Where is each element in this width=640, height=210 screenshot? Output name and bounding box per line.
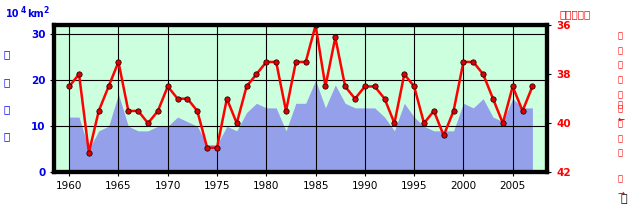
Point bbox=[291, 60, 301, 64]
Text: ←: ← bbox=[618, 115, 625, 124]
Point bbox=[498, 122, 508, 125]
Point bbox=[310, 24, 321, 27]
Text: （: （ bbox=[618, 119, 623, 128]
Text: ）: ） bbox=[618, 149, 623, 158]
Point bbox=[84, 151, 94, 154]
Point bbox=[133, 109, 143, 113]
Point bbox=[468, 60, 479, 64]
Point bbox=[380, 97, 390, 100]
Point bbox=[360, 85, 370, 88]
Point bbox=[182, 97, 193, 100]
Point bbox=[449, 109, 459, 113]
Text: 均: 均 bbox=[618, 46, 623, 55]
Point bbox=[409, 85, 419, 88]
Point bbox=[74, 72, 84, 76]
Text: →: → bbox=[618, 189, 625, 198]
Point bbox=[143, 122, 153, 125]
Text: 10: 10 bbox=[6, 9, 20, 19]
Point bbox=[241, 85, 252, 88]
Text: 平: 平 bbox=[618, 31, 623, 40]
Text: 南: 南 bbox=[618, 61, 623, 70]
Point bbox=[153, 109, 163, 113]
Point bbox=[281, 109, 291, 113]
Point bbox=[301, 60, 311, 64]
Point bbox=[212, 146, 222, 149]
Point bbox=[232, 122, 242, 125]
Text: 面: 面 bbox=[3, 104, 10, 114]
Text: 置: 置 bbox=[618, 105, 623, 114]
Point bbox=[163, 85, 173, 88]
Point bbox=[419, 122, 429, 125]
Point bbox=[330, 36, 340, 39]
Point bbox=[93, 109, 104, 113]
Point bbox=[222, 97, 232, 100]
Point bbox=[202, 146, 212, 149]
Point bbox=[508, 85, 518, 88]
Text: 南: 南 bbox=[618, 174, 623, 183]
Point bbox=[124, 109, 134, 113]
Text: 北緯（度）: 北緯（度） bbox=[560, 9, 591, 19]
Point bbox=[370, 85, 380, 88]
Text: 端: 端 bbox=[618, 75, 623, 84]
Point bbox=[261, 60, 271, 64]
Point bbox=[104, 85, 114, 88]
Text: 年: 年 bbox=[621, 194, 627, 204]
Point bbox=[321, 85, 331, 88]
Point bbox=[438, 134, 449, 137]
Point bbox=[340, 85, 350, 88]
Point bbox=[173, 97, 183, 100]
Point bbox=[64, 85, 74, 88]
Point bbox=[478, 72, 488, 76]
Text: 4: 4 bbox=[21, 6, 26, 15]
Point bbox=[113, 60, 124, 64]
Text: 2: 2 bbox=[44, 6, 49, 15]
Text: 位: 位 bbox=[618, 90, 623, 99]
Text: 平: 平 bbox=[3, 50, 10, 60]
Point bbox=[488, 97, 498, 100]
Point bbox=[527, 85, 538, 88]
Text: 北: 北 bbox=[618, 101, 623, 109]
Point bbox=[458, 60, 468, 64]
Point bbox=[518, 109, 528, 113]
Point bbox=[252, 72, 262, 76]
Point bbox=[399, 72, 410, 76]
Point bbox=[429, 109, 439, 113]
Text: 度: 度 bbox=[618, 134, 623, 143]
Text: km: km bbox=[27, 9, 44, 19]
Point bbox=[192, 109, 202, 113]
Point bbox=[271, 60, 282, 64]
Point bbox=[389, 122, 399, 125]
Point bbox=[350, 97, 360, 100]
Text: 均: 均 bbox=[3, 77, 10, 87]
Text: 積: 積 bbox=[3, 131, 10, 142]
